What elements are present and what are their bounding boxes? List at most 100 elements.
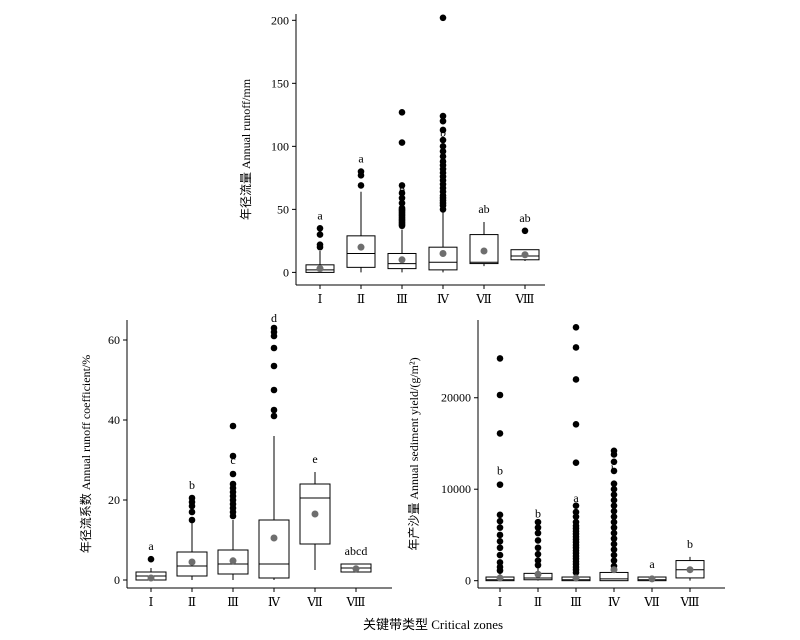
outlier-point [229, 480, 237, 488]
outlier-point [316, 231, 324, 238]
outlier-point [147, 555, 155, 563]
y-tick-label: 10000 [441, 482, 471, 496]
outlier-point [572, 459, 580, 466]
outlier-point [496, 538, 504, 545]
outlier-point [572, 376, 580, 383]
outlier-point [270, 412, 278, 420]
mean-point [480, 247, 488, 255]
outlier-point [357, 168, 365, 175]
significance-letter: a [358, 152, 364, 166]
outlier-point [188, 516, 196, 524]
y-axis-label: 年径流量 Annual runoff/mm [239, 78, 253, 220]
outlier-point [496, 551, 504, 559]
outlier-point [496, 391, 504, 399]
outlier-point [610, 513, 618, 520]
outlier-point [521, 227, 529, 235]
box-group-4: d [258, 311, 290, 580]
y-axis-label: 年产沙量 Annual sediment yield/(g/m²) [407, 357, 421, 550]
mean-point [521, 251, 529, 259]
significance-letter: b [535, 507, 541, 521]
outlier-point [439, 112, 447, 120]
x-tick-label: Ⅷ [680, 595, 700, 609]
box-group-5: e [299, 452, 331, 570]
mean-point [270, 534, 278, 542]
significance-letter: a [573, 491, 579, 505]
outlier-point [188, 494, 196, 502]
outlier-point [398, 109, 406, 116]
outlier-point [398, 194, 406, 202]
outlier-point [610, 496, 618, 504]
outlier-point [610, 458, 618, 466]
shared-xlabel: 关键带类型 Critical zones [363, 617, 503, 632]
significance-letter: b [440, 125, 446, 139]
outlier-point [496, 524, 504, 531]
y-tick-label: 0 [465, 574, 471, 588]
outlier-point [496, 559, 504, 566]
outlier-point [188, 508, 196, 516]
box-group-1: a [305, 208, 335, 273]
box-group-2: b [176, 478, 208, 580]
box-group-1: b [485, 355, 515, 582]
outlier-point [316, 241, 324, 248]
outlier-point [496, 517, 504, 525]
mean-point [610, 566, 618, 574]
outlier-point [439, 148, 447, 155]
x-tick-label: Ⅳ [268, 595, 281, 609]
box-group-3: a [561, 324, 591, 582]
outlier-point [572, 502, 580, 509]
outlier-point [534, 529, 542, 537]
outlier-point [398, 189, 406, 197]
outlier-point [270, 324, 278, 332]
box-group-3: c [217, 422, 249, 580]
x-tick-label: Ⅶ [306, 595, 323, 609]
outlier-point [398, 204, 406, 212]
x-tick-label: Ⅳ [608, 595, 621, 609]
outlier-point [439, 126, 447, 134]
y-tick-label: 0 [283, 265, 289, 279]
outlier-point [572, 518, 580, 526]
mean-point [316, 265, 324, 273]
outlier-point [610, 467, 618, 475]
outlier-point [610, 491, 618, 499]
box-group-2: a [346, 152, 376, 273]
x-tick-label: Ⅰ [149, 595, 154, 609]
outlier-point [572, 508, 580, 516]
outlier-point [572, 513, 580, 520]
box-iqr [428, 246, 458, 271]
outlier-point [439, 143, 447, 150]
x-tick-label: Ⅱ [357, 292, 365, 306]
significance-letter: e [312, 452, 317, 466]
outlier-point [496, 531, 504, 539]
outlier-point [357, 182, 365, 189]
significance-letter: abcd [345, 544, 368, 558]
y-tick-label: 60 [108, 333, 120, 347]
outlier-point [229, 470, 237, 478]
outlier-point [534, 537, 542, 544]
x-tick-label: Ⅶ [643, 595, 660, 609]
significance-letter: b [611, 463, 617, 477]
mean-point [648, 575, 656, 583]
mean-point [534, 570, 542, 578]
outlier-point [534, 544, 542, 552]
outlier-point [534, 561, 542, 569]
x-tick-label: Ⅲ [227, 595, 239, 609]
y-tick-label: 100 [271, 139, 289, 153]
outlier-point [270, 344, 278, 352]
outlier-point [610, 540, 618, 548]
significance-letter: c [230, 453, 235, 467]
y-tick-label: 50 [277, 202, 289, 216]
significance-letter: a [148, 539, 154, 553]
mean-point [147, 574, 155, 582]
x-tick-label: Ⅶ [475, 292, 492, 306]
mean-point [188, 558, 196, 566]
mean-point [229, 557, 237, 565]
box-group-4: b [428, 14, 458, 273]
outlier-point [534, 524, 542, 531]
outlier-point [610, 557, 618, 564]
box-group-6: abcd [340, 544, 372, 573]
outlier-point [439, 136, 447, 144]
outlier-point [496, 430, 504, 437]
outlier-point [534, 557, 542, 564]
